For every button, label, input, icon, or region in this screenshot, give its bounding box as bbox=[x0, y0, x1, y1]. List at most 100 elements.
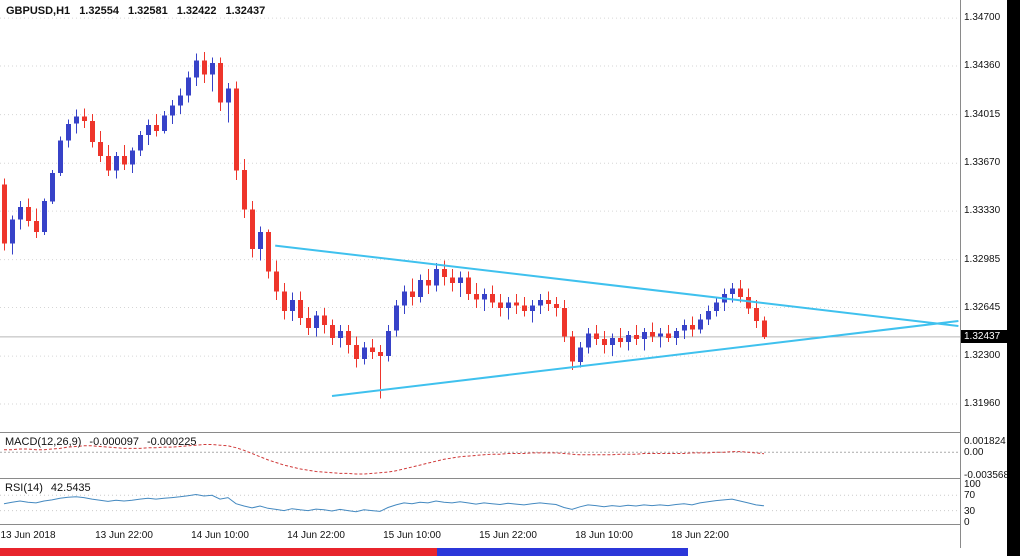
candle-bear bbox=[442, 260, 447, 286]
bottom-strip-segment bbox=[0, 548, 437, 556]
time-axis-label: 14 Jun 10:00 bbox=[191, 530, 249, 541]
candle-bull bbox=[610, 333, 615, 357]
candle-bear bbox=[234, 81, 239, 181]
candle-bear bbox=[346, 325, 351, 354]
candle-bull bbox=[706, 305, 711, 326]
price-axis-tick: 1.33330 bbox=[964, 205, 1001, 217]
candle-bear bbox=[650, 322, 655, 342]
right-edge-strip bbox=[1007, 0, 1020, 556]
candle-bear bbox=[410, 278, 415, 306]
macd-panel[interactable]: MACD(12,26,9) -0.000097 -0.000225 bbox=[0, 433, 960, 478]
candle-bull bbox=[210, 57, 215, 92]
time-axis-label: 15 Jun 10:00 bbox=[383, 530, 441, 541]
candle-bear bbox=[474, 282, 479, 309]
candle-bull bbox=[530, 299, 535, 323]
price-axis-tick: 1.34015 bbox=[964, 108, 1001, 120]
candle-bear bbox=[450, 268, 455, 292]
candle-bull bbox=[578, 342, 583, 368]
macd-axis-label: 0.00 bbox=[964, 447, 984, 459]
price-axis-tick: 1.31960 bbox=[964, 397, 1001, 409]
trendline-lower[interactable] bbox=[331, 320, 959, 397]
candle-bear bbox=[594, 325, 599, 345]
candle-bear bbox=[202, 52, 207, 83]
price-axis-tick: 1.32985 bbox=[964, 253, 1001, 265]
panel-separator[interactable] bbox=[0, 432, 1007, 433]
candle-bull bbox=[170, 99, 175, 124]
price-axis[interactable]: 1.34700 1.34360 1.34015 1.33670 1.33330 1.329… bbox=[960, 0, 1009, 548]
candle-bear bbox=[522, 297, 527, 317]
candle-bull bbox=[338, 325, 343, 348]
candle-bull bbox=[418, 274, 423, 303]
candle-bull bbox=[258, 226, 263, 261]
rsi-panel[interactable]: RSI(14) 42.5435 bbox=[0, 479, 960, 524]
candle-bull bbox=[314, 311, 319, 337]
candle-bull bbox=[386, 325, 391, 362]
candle-bull bbox=[458, 271, 463, 297]
candle-bull bbox=[362, 342, 367, 365]
candle-bull bbox=[66, 119, 71, 148]
candle-bear bbox=[306, 306, 311, 335]
time-axis[interactable]: 13 Jun 2018 13 Jun 22:00 14 Jun 10:00 14 Ju… bbox=[0, 525, 960, 547]
rsi-axis-label: 0 bbox=[964, 517, 970, 529]
candle-bear bbox=[2, 178, 7, 251]
candle-bear bbox=[154, 113, 159, 137]
candle-bull bbox=[506, 297, 511, 320]
candle-bull bbox=[586, 327, 591, 354]
time-axis-label: 13 Jun 2018 bbox=[0, 530, 56, 541]
candle-bear bbox=[274, 260, 279, 300]
rsi-line bbox=[3, 493, 765, 513]
candle-bull bbox=[162, 111, 167, 134]
candle-bear bbox=[218, 57, 223, 112]
candle-bear bbox=[690, 316, 695, 337]
candle-bull bbox=[42, 198, 47, 235]
candle-bear bbox=[34, 208, 39, 238]
main-chart-panel[interactable]: GBPUSD,H1 1.32554 1.32581 1.32422 1.32437 bbox=[0, 0, 960, 432]
candle-bull bbox=[290, 292, 295, 321]
time-axis-label: 15 Jun 22:00 bbox=[479, 530, 537, 541]
candle-bear bbox=[562, 299, 567, 342]
rsi-label-row: RSI(14) 42.5435 bbox=[5, 482, 99, 494]
main-chart-canvas[interactable] bbox=[0, 0, 960, 432]
candle-bear bbox=[618, 327, 623, 348]
candle-bull bbox=[482, 288, 487, 311]
candle-bear bbox=[26, 198, 31, 227]
macd-label: MACD(12,26,9) bbox=[5, 436, 82, 448]
candle-bear bbox=[322, 308, 327, 334]
macd-signal-line bbox=[4, 444, 765, 475]
panel-separator[interactable] bbox=[0, 478, 1007, 479]
candle-bull bbox=[642, 327, 647, 351]
candle-bear bbox=[426, 268, 431, 295]
bottom-strip bbox=[0, 548, 1020, 556]
candle-bear bbox=[250, 201, 255, 258]
candle-bull bbox=[194, 53, 199, 86]
candle-bear bbox=[282, 282, 287, 320]
candle-bull bbox=[434, 263, 439, 292]
candle-bear bbox=[370, 339, 375, 359]
high-value: 1.32581 bbox=[127, 5, 168, 17]
time-axis-label: 18 Jun 10:00 bbox=[575, 530, 633, 541]
rsi-label: RSI(14) bbox=[5, 482, 43, 494]
macd-signal-value: -0.000225 bbox=[146, 436, 197, 448]
candle-bull bbox=[682, 319, 687, 340]
rsi-value: 42.5435 bbox=[50, 482, 91, 494]
open-value: 1.32554 bbox=[79, 5, 119, 17]
candle-bear bbox=[554, 297, 559, 317]
candle-bull bbox=[146, 119, 151, 145]
candle-bear bbox=[298, 291, 303, 326]
trendline-upper[interactable] bbox=[275, 244, 959, 327]
candle-bull bbox=[18, 201, 23, 230]
candle-bull bbox=[626, 330, 631, 351]
candle-bull bbox=[402, 285, 407, 314]
panel-separator[interactable] bbox=[0, 524, 1007, 525]
candle-bull bbox=[722, 288, 727, 311]
candle-bear bbox=[242, 159, 247, 219]
candle-bear bbox=[738, 280, 743, 303]
price-axis-tick: 1.33670 bbox=[964, 157, 1001, 169]
current-price-tag: 1.32437 bbox=[961, 329, 1007, 343]
price-axis-tick: 1.32645 bbox=[964, 301, 1001, 313]
candle-bull bbox=[50, 170, 55, 204]
candle-bear bbox=[98, 130, 103, 162]
rsi-axis-label: 30 bbox=[964, 505, 976, 517]
candle-bull bbox=[186, 71, 191, 103]
candle-bull bbox=[698, 313, 703, 334]
